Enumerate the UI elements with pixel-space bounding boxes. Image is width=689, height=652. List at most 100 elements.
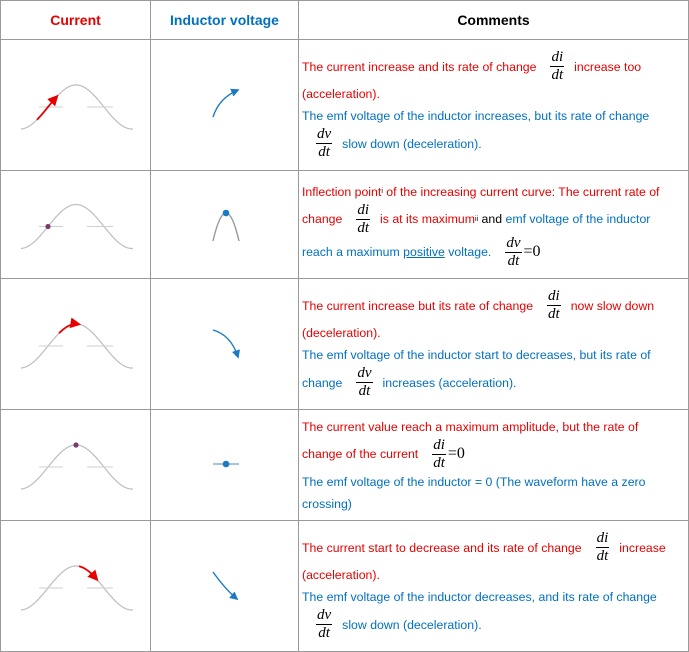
comment-text: voltage. <box>444 245 492 259</box>
comment-text: emf voltage of the inductor <box>505 212 651 226</box>
voltage-waveform <box>212 329 240 359</box>
comment-text: increase <box>619 540 666 555</box>
comment-text: Inflection point <box>302 184 382 199</box>
comment-line: Inflection point i of the increasing curr… <box>302 181 685 203</box>
comment-text: The current start to decrease and its ra… <box>302 540 582 555</box>
comment-line: dv dt slow down (deceleration). <box>302 608 685 641</box>
comment-text: positive <box>403 245 445 259</box>
denominator: dt <box>551 67 564 83</box>
voltage-curve <box>212 88 240 118</box>
header-row: Current Inductor voltage Comments <box>0 0 689 40</box>
voltage-cell <box>150 409 299 521</box>
denominator: dt <box>596 548 609 564</box>
comment-cell: The current increase but its rate of cha… <box>298 278 689 410</box>
comment-text: slow down (deceleration). <box>342 136 482 151</box>
comment-text: (deceleration). <box>302 326 381 340</box>
comment-line: The current value reach a maximum amplit… <box>302 416 685 438</box>
sine-wave <box>20 444 134 490</box>
comment-text: increase too <box>574 59 642 74</box>
current-waveform <box>20 203 134 250</box>
fraction: di dt <box>595 530 610 564</box>
numerator: di <box>356 201 371 220</box>
comment-line: change of the current di dt =0 <box>302 436 685 471</box>
table-row: Inflection point i of the increasing curr… <box>0 170 689 279</box>
comment-text: The current value reach a maximum amplit… <box>302 419 639 434</box>
current-arrow <box>36 94 59 121</box>
current-cell <box>0 170 151 279</box>
comment-text: (acceleration). <box>302 87 380 101</box>
sine-wave <box>20 565 134 611</box>
current-point <box>45 223 51 230</box>
current-waveform <box>20 84 134 130</box>
comment-line: The emf voltage of the inductor increase… <box>302 105 685 127</box>
comment-text: The emf voltage of the inductor increase… <box>302 109 650 123</box>
table-row: The current increase and its rate of cha… <box>0 39 689 171</box>
comment-text: slow down (deceleration). <box>342 617 482 632</box>
current-cell <box>0 39 151 171</box>
comment-line: The emf voltage of the inductor = 0 (The… <box>302 471 685 493</box>
voltage-point <box>222 209 230 217</box>
numerator: dv <box>316 607 333 625</box>
comment-text: The emf voltage of the inductor start to… <box>302 348 651 362</box>
sine-wave <box>20 203 134 250</box>
table-row: The current value reach a maximum amplit… <box>0 409 689 521</box>
header-cell: Current <box>0 0 151 40</box>
denominator: dt <box>507 252 520 269</box>
denominator: dt <box>318 144 330 160</box>
comment-cell: The current value reach a maximum amplit… <box>298 409 689 521</box>
fraction: di dt <box>550 50 565 83</box>
comment-text: now slow down <box>570 298 655 313</box>
comment-line: change dv dt increases (acceleration). <box>302 366 685 399</box>
numerator: dv <box>356 365 373 383</box>
voltage-point <box>222 460 230 468</box>
numerator: di <box>547 288 561 306</box>
voltage-curve <box>212 329 240 359</box>
numerator: di <box>595 530 610 548</box>
comment-text: change <box>302 375 343 390</box>
denominator: dt <box>318 625 330 641</box>
comment-text: change of the current <box>302 447 419 461</box>
sine-wave <box>20 323 134 369</box>
comment-line: dv dt slow down (deceleration). <box>302 127 685 160</box>
comment-line: (acceleration). <box>302 564 685 586</box>
comment-text: is at its maximum <box>380 212 475 226</box>
comment-cell: The current start to decrease and its ra… <box>298 520 689 652</box>
comment-text: The emf voltage of the inductor decrease… <box>302 590 657 604</box>
voltage-waveform <box>212 88 240 118</box>
comment-line: The current start to decrease and its ra… <box>302 531 685 564</box>
comment-cell: Inflection point i of the increasing curr… <box>298 170 689 279</box>
fraction: di dt <box>356 201 371 236</box>
fraction: dv dt <box>316 127 333 160</box>
denominator: dt <box>357 219 370 236</box>
comment-line: The emf voltage of the inductor start to… <box>302 344 685 366</box>
comment-line: The current increase but its rate of cha… <box>302 289 685 322</box>
voltage-cell <box>150 520 299 652</box>
denominator: dt <box>433 454 445 471</box>
fraction: dv dt <box>316 607 333 641</box>
comment-cell: The current increase and its rate of cha… <box>298 39 689 171</box>
footnote-mark: i <box>381 188 383 195</box>
fraction: di dt <box>432 436 446 471</box>
voltage-cell <box>150 39 299 171</box>
fraction: dv dt <box>356 365 373 399</box>
current-cell <box>0 409 151 521</box>
current-waveform <box>20 442 134 490</box>
table-row: The current increase but its rate of cha… <box>0 278 689 410</box>
current-arrow <box>78 565 99 582</box>
current-point <box>73 442 79 448</box>
table-body: The current increase and its rate of cha… <box>0 39 689 652</box>
footnote-mark: ii <box>475 215 479 223</box>
denominator: dt <box>358 383 371 399</box>
math-text: =0 <box>523 243 541 260</box>
current-cell <box>0 520 151 652</box>
math-text: =0 <box>447 445 465 462</box>
voltage-curve <box>212 212 240 242</box>
denominator: dt <box>548 306 560 322</box>
comment-text: change <box>302 212 343 226</box>
fraction: di dt <box>547 289 561 322</box>
fraction: dv dt <box>505 235 522 269</box>
comment-line: (deceleration). <box>302 322 685 344</box>
numerator: di <box>432 436 446 455</box>
comment-text: increases (acceleration). <box>382 375 517 390</box>
comment-text: The emf voltage of the inductor = 0 (The… <box>302 474 646 489</box>
